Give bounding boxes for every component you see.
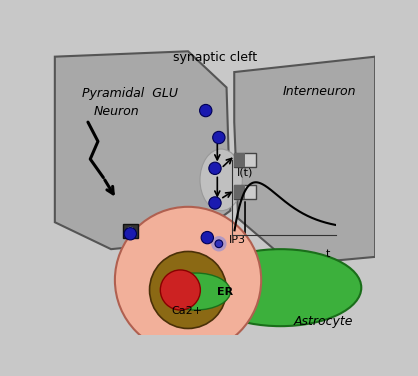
Circle shape <box>126 227 134 235</box>
FancyBboxPatch shape <box>234 153 245 167</box>
Ellipse shape <box>161 273 230 310</box>
Circle shape <box>211 236 227 252</box>
Circle shape <box>150 252 227 329</box>
Circle shape <box>201 232 214 244</box>
Text: Pyramidal  GLU: Pyramidal GLU <box>82 88 178 100</box>
FancyBboxPatch shape <box>122 224 138 238</box>
Circle shape <box>215 240 223 248</box>
Circle shape <box>209 197 221 209</box>
Text: Interneuron: Interneuron <box>282 85 356 98</box>
Text: Neuron: Neuron <box>94 105 139 118</box>
FancyBboxPatch shape <box>234 153 256 167</box>
Ellipse shape <box>200 249 361 326</box>
Circle shape <box>200 105 212 117</box>
Ellipse shape <box>200 149 242 211</box>
Text: Astrocyte: Astrocyte <box>294 315 354 329</box>
Text: I(t): I(t) <box>237 167 254 177</box>
Ellipse shape <box>163 302 217 319</box>
Text: IP3: IP3 <box>229 235 246 245</box>
Circle shape <box>213 131 225 144</box>
Text: t: t <box>326 249 330 259</box>
Text: Ca2+: Ca2+ <box>171 306 202 316</box>
Text: ER: ER <box>217 287 233 297</box>
Polygon shape <box>55 51 230 249</box>
Text: synaptic cleft: synaptic cleft <box>173 51 257 64</box>
Polygon shape <box>234 57 375 265</box>
Circle shape <box>124 227 136 240</box>
Circle shape <box>161 270 200 310</box>
Circle shape <box>209 162 221 174</box>
FancyBboxPatch shape <box>234 185 256 199</box>
FancyBboxPatch shape <box>234 185 245 199</box>
Circle shape <box>115 207 261 353</box>
